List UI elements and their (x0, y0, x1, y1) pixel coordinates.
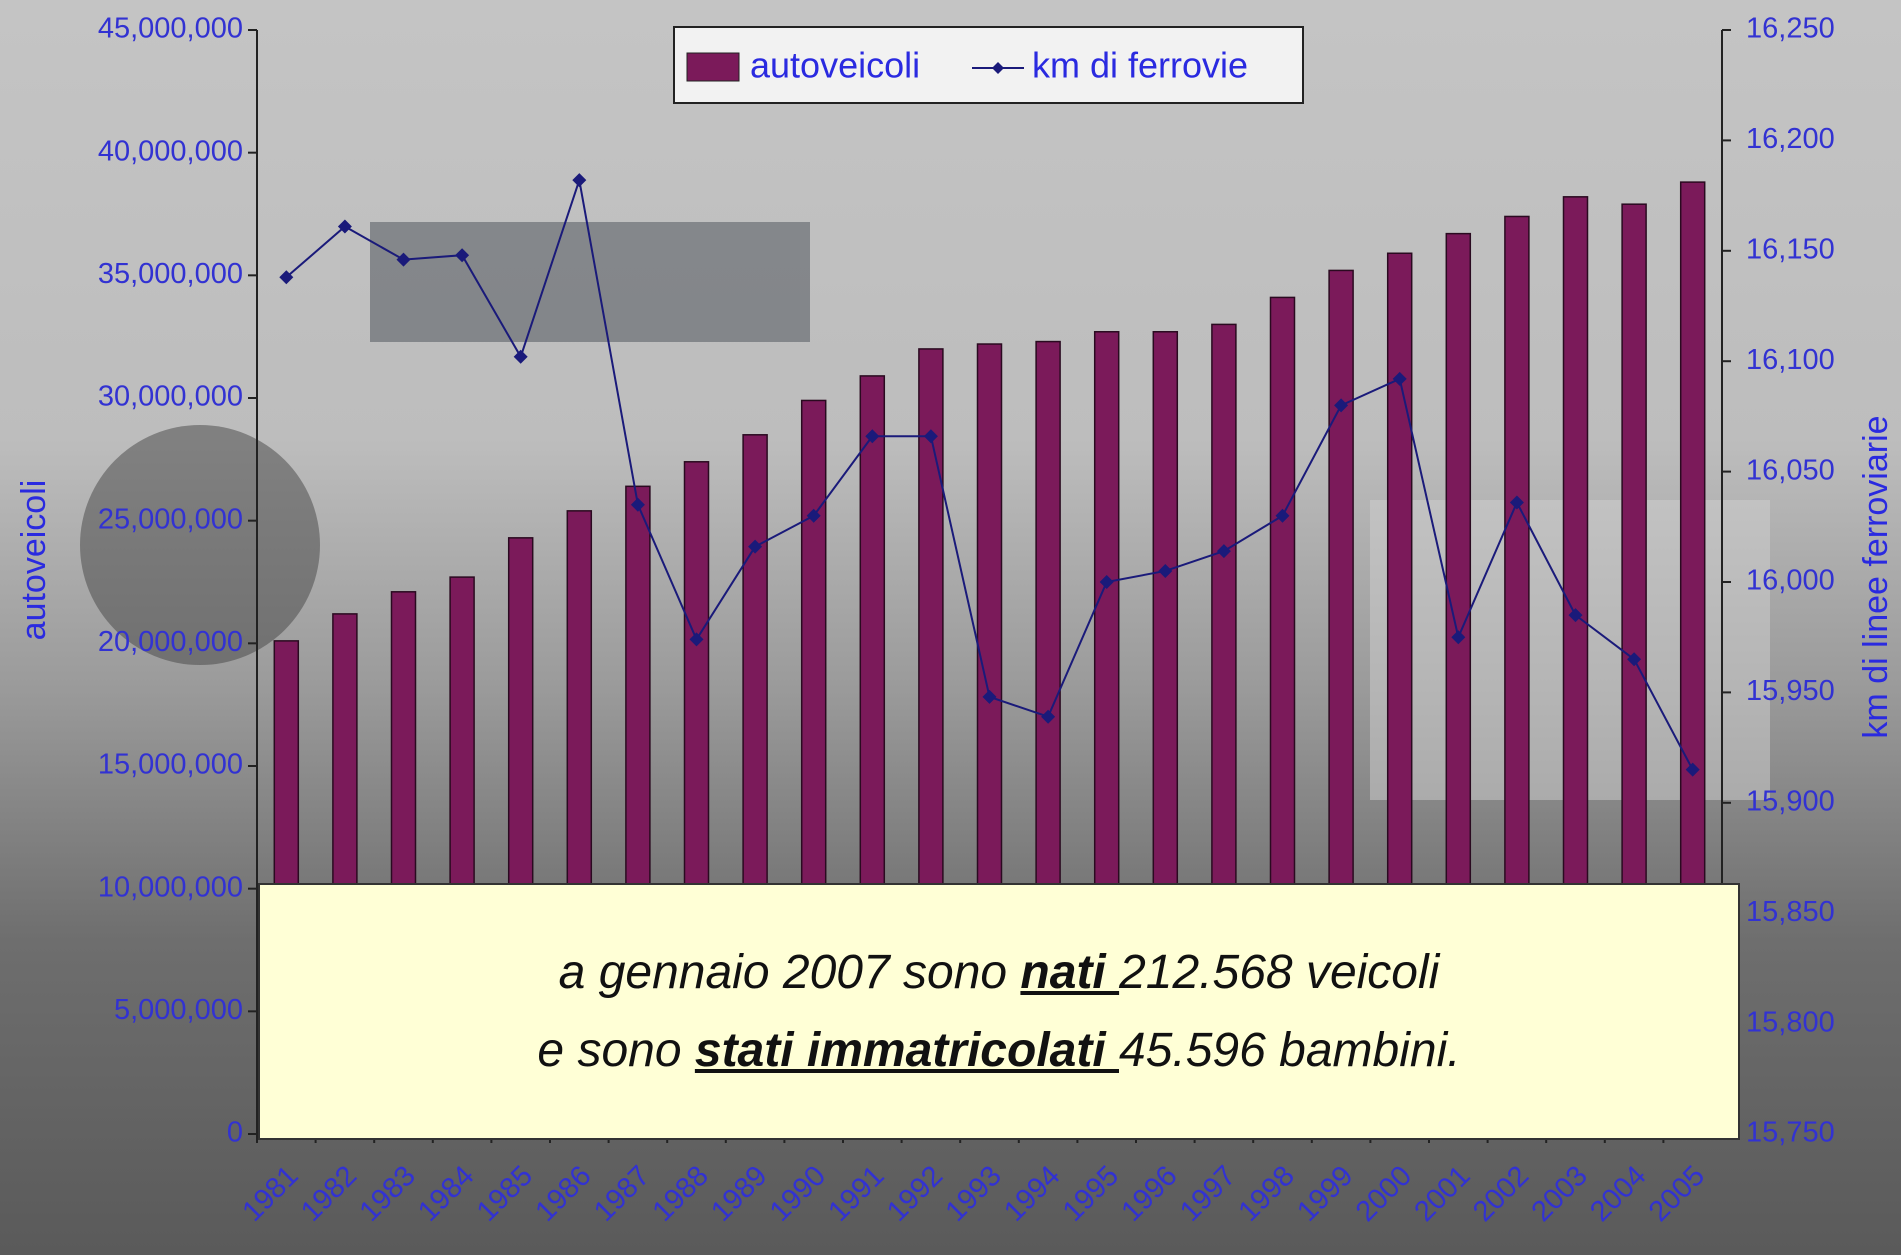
annotation-emphasis: nati (1020, 946, 1119, 999)
annotation-emphasis: stati immatricolati (695, 1024, 1119, 1077)
annotation-text: a gennaio 2007 sono (559, 946, 1021, 999)
annotation-line: a gennaio 2007 sono nati 212.568 veicoli (559, 934, 1440, 1012)
x-tick-label: 2004 (1584, 1160, 1652, 1228)
y2-tick-label: 16,000 (1746, 565, 1835, 597)
x-tick-label: 1998 (1233, 1160, 1301, 1228)
line-marker (514, 350, 528, 364)
y-tick-label: 10,000,000 (98, 871, 243, 903)
x-tick-label: 2005 (1643, 1160, 1711, 1228)
y2-axis-title: km di linee ferroviarie (1857, 415, 1895, 738)
y2-tick-label: 16,250 (1746, 13, 1835, 45)
line-marker (572, 173, 586, 187)
annotation-box: a gennaio 2007 sono nati 212.568 veicoli… (258, 883, 1740, 1140)
y-tick-label: 45,000,000 (98, 13, 243, 45)
y-tick-label: 0 (227, 1117, 243, 1149)
x-tick-label: 1985 (471, 1160, 539, 1228)
y2-tick-label: 15,900 (1746, 785, 1835, 817)
y-tick-label: 25,000,000 (98, 503, 243, 535)
x-tick-label: 1982 (295, 1160, 363, 1228)
x-tick-label: 1994 (998, 1160, 1066, 1228)
x-tick-label: 1990 (764, 1160, 832, 1228)
x-tick-label: 1993 (940, 1160, 1008, 1228)
x-tick-label: 1989 (705, 1160, 773, 1228)
x-tick-label: 1987 (588, 1160, 656, 1228)
y-axis-title: autoveicoli (15, 480, 53, 641)
y2-tick-label: 15,950 (1746, 675, 1835, 707)
x-tick-label: 1995 (1057, 1160, 1125, 1228)
y-tick-label: 15,000,000 (98, 749, 243, 781)
legend-label: autoveicoli (750, 45, 920, 86)
annotation-line: e sono stati immatricolati 45.596 bambin… (537, 1012, 1460, 1090)
y2-tick-label: 15,750 (1746, 1117, 1835, 1149)
x-tick-label: 2000 (1350, 1160, 1418, 1228)
legend-label: km di ferrovie (1032, 45, 1248, 86)
x-tick-label: 1983 (354, 1160, 422, 1228)
x-tick-label: 1992 (881, 1160, 949, 1228)
x-tick-label: 1997 (1174, 1160, 1242, 1228)
x-tick-label: 2002 (1467, 1160, 1535, 1228)
annotation-text: 45.596 bambini. (1119, 1024, 1461, 1077)
x-tick-label: 2003 (1526, 1160, 1594, 1228)
x-tick-label: 1986 (529, 1160, 597, 1228)
y-tick-label: 20,000,000 (98, 626, 243, 658)
annotation-text: 212.568 veicoli (1119, 946, 1439, 999)
y2-tick-label: 16,050 (1746, 454, 1835, 486)
y-tick-label: 35,000,000 (98, 258, 243, 290)
x-tick-label: 1984 (412, 1160, 480, 1228)
y-tick-label: 40,000,000 (98, 135, 243, 167)
x-tick-label: 1981 (236, 1160, 304, 1228)
annotation-text: e sono (537, 1024, 694, 1077)
page: 0 5,000,000 10,000,000 15,000,000 20,000,000… (0, 0, 1901, 1255)
x-tick-label: 2001 (1408, 1160, 1476, 1228)
y-tick-label: 30,000,000 (98, 381, 243, 413)
y2-tick-label: 16,200 (1746, 123, 1835, 155)
y2-tick-label: 15,850 (1746, 896, 1835, 928)
y2-tick-label: 15,800 (1746, 1006, 1835, 1038)
legend: autoveicoli km di ferrovie (674, 27, 1303, 103)
legend-swatch (687, 53, 739, 81)
y-tick-label: 5,000,000 (114, 994, 243, 1026)
x-tick-label: 1996 (1115, 1160, 1183, 1228)
x-tick-label: 1991 (822, 1160, 890, 1228)
x-tick-label: 1999 (1291, 1160, 1359, 1228)
y2-tick-label: 16,150 (1746, 233, 1835, 265)
y2-tick-label: 16,100 (1746, 344, 1835, 376)
x-tick-label: 1988 (647, 1160, 715, 1228)
